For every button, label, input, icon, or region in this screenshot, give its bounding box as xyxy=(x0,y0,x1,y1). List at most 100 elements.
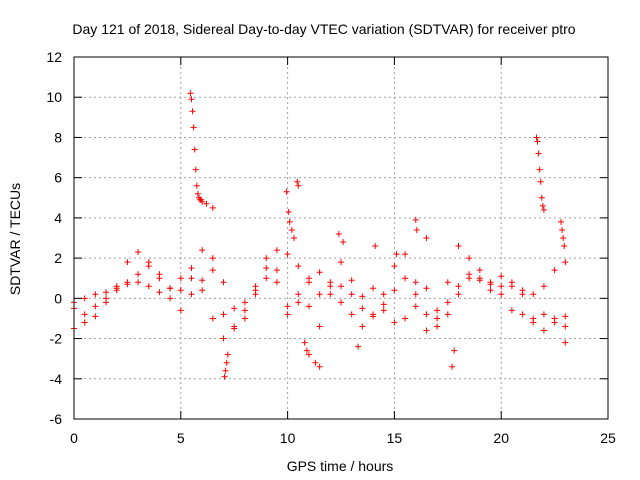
x-tick-label: 15 xyxy=(387,430,403,446)
grid xyxy=(74,57,608,419)
data-point xyxy=(203,200,210,207)
data-point xyxy=(241,315,248,322)
data-point xyxy=(156,289,163,296)
y-tick-label: 0 xyxy=(54,290,62,306)
data-point xyxy=(535,150,542,157)
y-tick-label: -4 xyxy=(50,371,63,387)
data-point xyxy=(391,287,398,294)
data-point xyxy=(444,279,451,286)
data-point xyxy=(177,287,184,294)
data-point xyxy=(498,291,505,298)
y-tick-label: 2 xyxy=(54,250,62,266)
data-point xyxy=(540,206,547,213)
data-point xyxy=(103,289,110,296)
data-point xyxy=(455,243,462,250)
data-point xyxy=(540,283,547,290)
data-point xyxy=(81,319,88,326)
data-point xyxy=(539,202,546,209)
x-tick-label: 10 xyxy=(280,430,296,446)
data-point xyxy=(327,279,334,286)
data-point xyxy=(295,182,302,189)
data-point xyxy=(188,96,195,103)
data-point xyxy=(370,311,377,318)
data-point xyxy=(241,307,248,314)
data-point xyxy=(455,283,462,290)
data-point xyxy=(487,281,494,288)
data-point xyxy=(327,291,334,298)
data-point xyxy=(231,305,238,312)
y-tick-label: 4 xyxy=(54,210,62,226)
data-point xyxy=(487,287,494,294)
data-point xyxy=(412,279,419,286)
data-point xyxy=(301,339,308,346)
data-point xyxy=(209,255,216,262)
series-spikes xyxy=(187,90,569,380)
data-point xyxy=(348,291,355,298)
data-point xyxy=(305,351,312,358)
data-point xyxy=(402,251,409,258)
data-point xyxy=(380,291,387,298)
data-point xyxy=(288,226,295,233)
data-point xyxy=(402,315,409,322)
data-point xyxy=(177,275,184,282)
data-point xyxy=(476,267,483,274)
data-point xyxy=(303,347,310,354)
data-point xyxy=(305,279,312,286)
data-point xyxy=(199,247,206,254)
data-point xyxy=(285,208,292,215)
data-point xyxy=(199,198,206,205)
data-point xyxy=(423,311,430,318)
data-point xyxy=(533,134,540,141)
data-point xyxy=(294,178,301,185)
data-point xyxy=(559,226,566,233)
data-point xyxy=(241,299,248,306)
data-point xyxy=(167,295,174,302)
data-point xyxy=(124,259,131,266)
data-point xyxy=(273,267,280,274)
data-point xyxy=(562,313,569,320)
data-point xyxy=(551,267,558,274)
x-tick-label: 5 xyxy=(177,430,185,446)
data-point xyxy=(305,303,312,310)
data-point xyxy=(498,283,505,290)
data-point xyxy=(455,291,462,298)
data-point xyxy=(335,230,342,237)
data-point xyxy=(316,269,323,276)
data-point xyxy=(391,319,398,326)
data-point xyxy=(124,279,131,286)
data-point xyxy=(167,285,174,292)
data-point xyxy=(188,291,195,298)
data-point xyxy=(560,235,567,241)
data-point xyxy=(316,323,323,330)
data-point xyxy=(466,275,473,282)
data-point xyxy=(434,307,441,314)
data-point xyxy=(423,285,430,292)
data-point xyxy=(283,188,290,195)
data-point xyxy=(273,247,280,254)
data-point xyxy=(316,363,323,370)
data-point xyxy=(413,226,420,233)
data-point xyxy=(135,271,142,278)
data-point xyxy=(209,267,216,274)
data-point xyxy=(423,235,430,241)
data-point xyxy=(391,263,398,270)
data-point xyxy=(224,351,231,358)
data-points xyxy=(71,90,569,380)
data-point xyxy=(466,255,473,262)
data-point xyxy=(223,359,230,366)
data-point xyxy=(537,178,544,185)
data-point xyxy=(231,323,238,330)
data-point xyxy=(220,279,227,286)
data-point xyxy=(145,259,152,266)
data-point xyxy=(191,146,198,153)
data-point xyxy=(340,239,347,246)
data-point xyxy=(199,287,206,294)
data-point xyxy=(451,347,458,354)
y-axis-label: SDTVAR / TECUs xyxy=(7,183,23,295)
data-point xyxy=(221,373,228,380)
data-point xyxy=(187,90,194,97)
data-point xyxy=(534,138,541,145)
data-point xyxy=(284,303,291,310)
data-point xyxy=(359,293,366,300)
series-track-c xyxy=(71,249,569,342)
